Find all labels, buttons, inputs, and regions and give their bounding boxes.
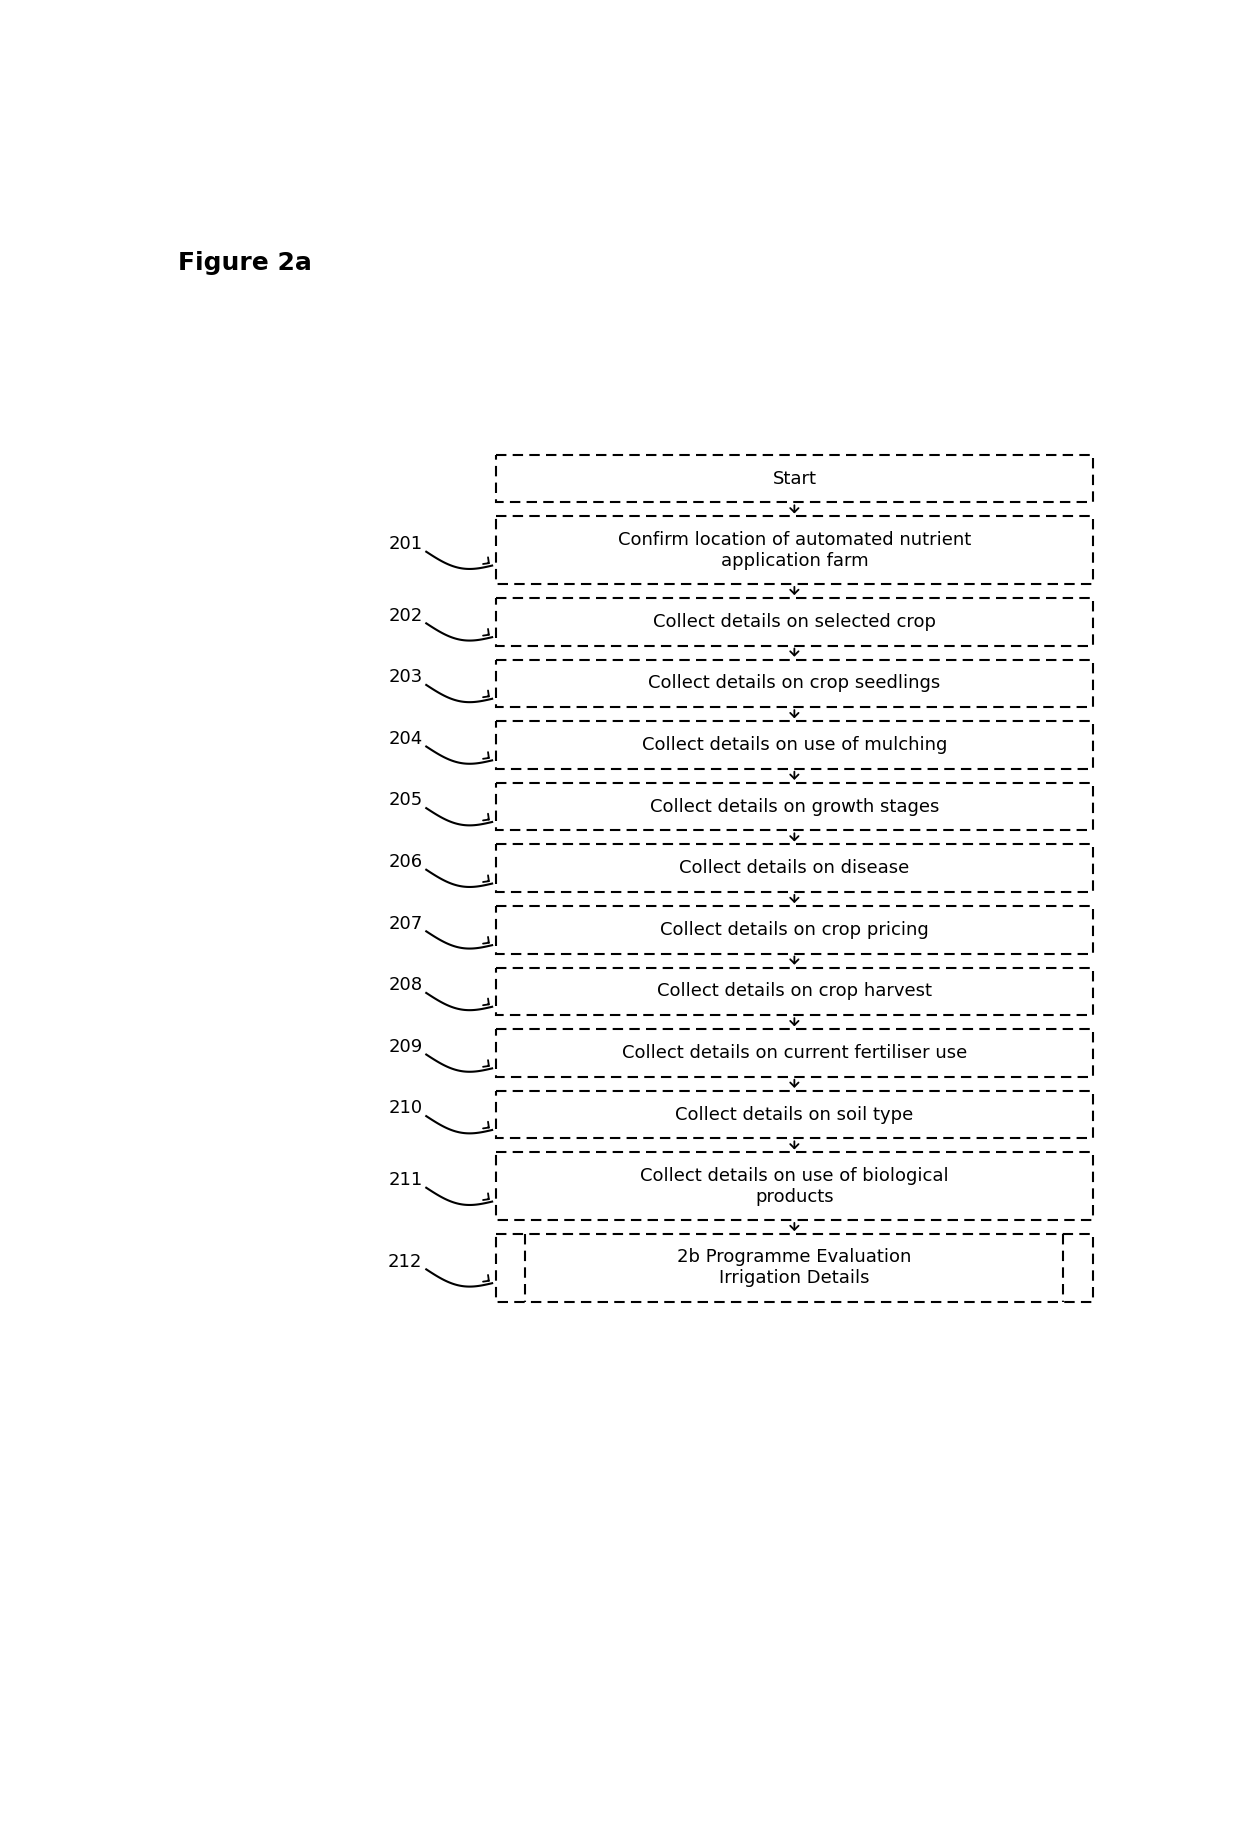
Bar — [496, 660, 1092, 707]
Bar — [496, 722, 1092, 769]
Text: 210: 210 — [388, 1099, 423, 1118]
Text: Collect details on crop pricing: Collect details on crop pricing — [660, 921, 929, 938]
Text: 205: 205 — [388, 791, 423, 810]
Text: Collect details on crop harvest: Collect details on crop harvest — [657, 982, 932, 1000]
Text: 204: 204 — [388, 729, 423, 747]
Text: Collect details on use of biological
products: Collect details on use of biological pro… — [640, 1167, 949, 1205]
Text: Figure 2a: Figure 2a — [179, 251, 312, 275]
Text: 208: 208 — [388, 976, 423, 995]
Text: Collect details on use of mulching: Collect details on use of mulching — [641, 736, 947, 755]
Text: Collect details on current fertiliser use: Collect details on current fertiliser us… — [621, 1044, 967, 1063]
Text: Collect details on soil type: Collect details on soil type — [676, 1105, 914, 1123]
Bar — [496, 905, 1092, 954]
Text: Collect details on growth stages: Collect details on growth stages — [650, 797, 939, 815]
Bar — [496, 597, 1092, 645]
Text: Collect details on disease: Collect details on disease — [680, 859, 909, 878]
Text: 211: 211 — [388, 1171, 423, 1189]
Text: Confirm location of automated nutrient
application farm: Confirm location of automated nutrient a… — [618, 531, 971, 570]
Bar — [496, 967, 1092, 1015]
Bar — [496, 782, 1092, 830]
Text: Collect details on crop seedlings: Collect details on crop seedlings — [649, 674, 940, 692]
Text: Collect details on selected crop: Collect details on selected crop — [653, 612, 936, 630]
Bar — [496, 1235, 1092, 1303]
Bar — [496, 1152, 1092, 1220]
Text: 207: 207 — [388, 914, 423, 932]
Text: 201: 201 — [388, 535, 423, 553]
Text: Start: Start — [773, 469, 816, 487]
Text: 202: 202 — [388, 606, 423, 625]
Text: 2b Programme Evaluation
Irrigation Details: 2b Programme Evaluation Irrigation Detai… — [677, 1248, 911, 1288]
Bar — [496, 454, 1092, 502]
Text: 206: 206 — [388, 854, 423, 870]
Text: 203: 203 — [388, 669, 423, 687]
Bar — [496, 1090, 1092, 1138]
Bar — [496, 1030, 1092, 1077]
Text: 209: 209 — [388, 1037, 423, 1055]
Bar — [496, 845, 1092, 892]
Text: 212: 212 — [388, 1253, 423, 1271]
Bar — [496, 517, 1092, 584]
